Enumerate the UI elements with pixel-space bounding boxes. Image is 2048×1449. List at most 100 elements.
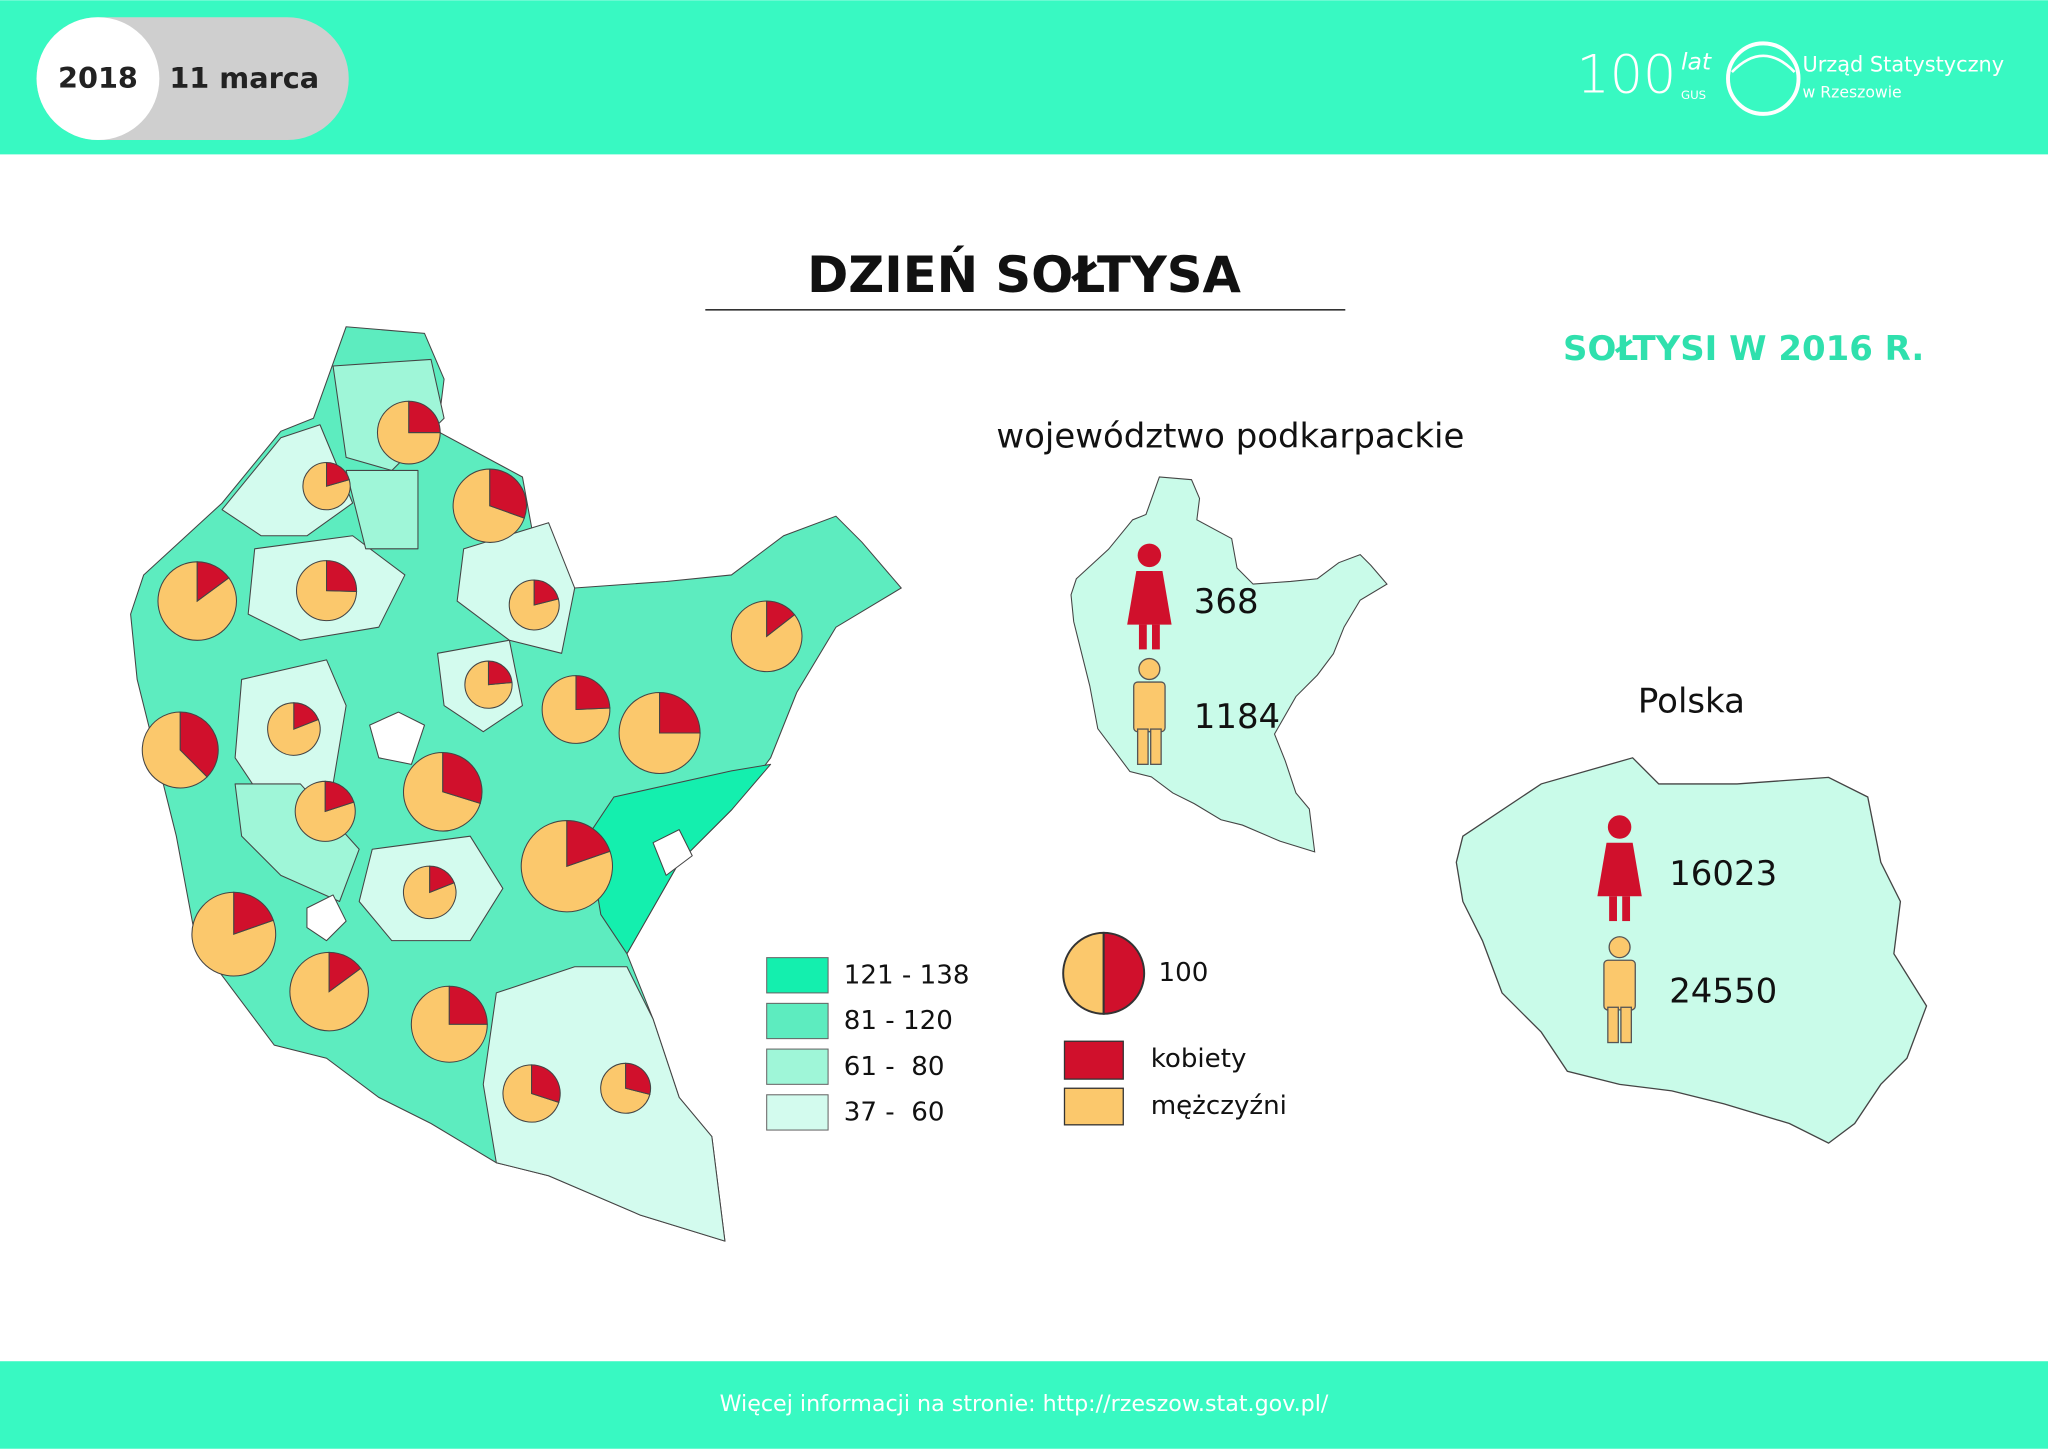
county-pie: [267, 702, 321, 756]
county-pie: [520, 820, 613, 913]
county-pies: [141, 400, 803, 1123]
pie-slice-women: [659, 691, 701, 734]
county-area: [234, 783, 360, 903]
icon-dress: [1127, 571, 1172, 625]
county-pie: [508, 579, 560, 631]
year: 2018: [58, 61, 138, 95]
pie-slice-women: [328, 951, 362, 993]
legend-pie-men: [1062, 931, 1105, 1015]
legend-swatch: [766, 1048, 829, 1085]
legend-pie-women: [1102, 931, 1146, 1015]
legend-label: 81 - 120: [844, 1006, 953, 1036]
legend-swatch: [1063, 1040, 1124, 1080]
pie-slice-men: [376, 400, 441, 465]
pie-slice-women: [408, 400, 441, 434]
male-icon: [1133, 657, 1166, 765]
county-pie: [376, 400, 441, 465]
pie-slice-women: [442, 751, 483, 805]
pie-slice-women: [533, 579, 560, 606]
pie-slice-women: [766, 600, 796, 638]
icon-leg: [1622, 896, 1631, 922]
legend-pie-label: 100: [1159, 958, 1209, 988]
icon-head: [1137, 543, 1162, 568]
city-area: [652, 829, 693, 876]
county-pie: [403, 751, 483, 832]
icon-leg: [1609, 896, 1617, 922]
pie-slice-women: [575, 675, 611, 711]
icon-dress: [1597, 842, 1642, 897]
pie-slice-women: [487, 660, 513, 686]
county-pie: [157, 561, 237, 641]
pie-slice-women: [233, 891, 274, 935]
pie-slice-women: [179, 711, 219, 778]
pie-slice-men: [403, 751, 481, 832]
female-icon: [1127, 543, 1172, 650]
county-pie: [502, 1064, 561, 1123]
logo-gus: GUS: [1681, 88, 1706, 102]
icon-body: [1133, 681, 1166, 733]
pie-slice-men: [141, 711, 208, 789]
legend-label: mężczyźni: [1151, 1091, 1287, 1121]
county-area: [345, 469, 419, 550]
subtitle: SOŁTYSI W 2016 R.: [1563, 329, 1924, 369]
legend-swatch: [766, 957, 829, 994]
date: 11 marca: [169, 61, 319, 95]
legend-swatch: [1063, 1087, 1124, 1126]
pie-slice-women: [429, 865, 455, 894]
poland-men: 24550: [1669, 971, 1777, 1011]
pie-slice-women: [566, 820, 611, 867]
region-name: województwo podkarpackie: [996, 416, 1464, 456]
pie-slice-men: [294, 780, 356, 842]
pie-slice-women: [625, 1062, 652, 1096]
county-pie: [294, 780, 356, 842]
pie-slice-men: [502, 1064, 560, 1123]
legend-label: kobiety: [1151, 1044, 1247, 1074]
county-pie: [141, 711, 219, 789]
footer-band: [0, 1361, 2048, 1449]
icon-leg: [1150, 728, 1162, 765]
county-pie: [730, 600, 803, 673]
legend-swatch: [766, 1002, 829, 1040]
pie-slice-men: [452, 468, 525, 543]
region-men: 1184: [1194, 697, 1280, 737]
county-pie: [289, 951, 369, 1032]
legend-label: 61 - 80: [844, 1052, 945, 1082]
pie-slice-women: [324, 780, 355, 813]
county-pie: [452, 468, 527, 543]
poland-outline: [1455, 757, 1928, 1144]
icon-leg: [1607, 1006, 1619, 1044]
pie-slice-men: [296, 560, 358, 622]
legend-label: 37 - 60: [844, 1098, 945, 1128]
legend: 121 - 138 81 - 120 61 - 80 37 - 60 100 kobiet…: [766, 931, 1287, 1131]
year-circle: [36, 17, 160, 141]
county-pie: [600, 1062, 652, 1114]
county-pie: [410, 985, 488, 1063]
pie-slice-women: [489, 468, 527, 519]
icon-leg: [1152, 624, 1160, 650]
icon-leg: [1620, 1006, 1632, 1044]
footer-text: Więcej informacji na stronie: http://rze…: [720, 1391, 1329, 1417]
pie-slice-women: [196, 561, 230, 603]
logo-lat: lat: [1681, 47, 1712, 75]
icon-body: [1603, 959, 1636, 1011]
poland-name: Polska: [1638, 681, 1745, 721]
pie-slice-women: [326, 560, 358, 593]
icon-leg: [1138, 624, 1147, 650]
pie-slice-women: [326, 462, 350, 487]
female-icon: [1597, 815, 1642, 922]
logo-100: 100: [1576, 46, 1676, 106]
pie-slice-men: [410, 985, 488, 1063]
county-pie: [296, 560, 358, 622]
male-icon: [1603, 936, 1636, 1044]
legend-label: 121 - 138: [844, 960, 970, 990]
county-pie: [618, 691, 701, 775]
logo-circle: [1726, 41, 1801, 116]
city-area: [306, 894, 347, 942]
region-outline: [1070, 476, 1388, 853]
county-area: [482, 966, 726, 1242]
logo-arc: [1730, 54, 1796, 73]
icon-head: [1607, 815, 1632, 839]
icon-head: [1608, 936, 1631, 959]
county-pie: [464, 660, 513, 709]
